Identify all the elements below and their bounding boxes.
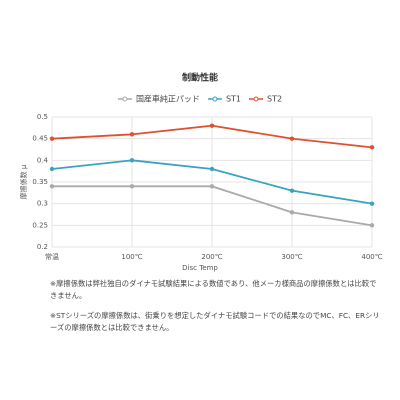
chart-title: 制動性能 xyxy=(182,72,218,84)
y-tick-label: 0.25 xyxy=(32,221,48,229)
point xyxy=(209,184,215,189)
x-tick-label: 200℃ xyxy=(201,253,222,261)
y-tick-label: 0.4 xyxy=(37,156,49,164)
legend-label: ST2 xyxy=(267,95,282,104)
y-tick-label: 0.2 xyxy=(37,243,48,251)
point xyxy=(289,188,295,193)
point xyxy=(129,158,135,163)
legend-marker xyxy=(122,96,128,102)
y-tick-label: 0.3 xyxy=(37,200,48,208)
point xyxy=(49,136,55,141)
legend-marker xyxy=(253,96,259,102)
x-axis-label: Disc Temp xyxy=(182,264,218,272)
point xyxy=(209,166,215,172)
point xyxy=(369,145,375,150)
x-tick-label: 100℃ xyxy=(121,253,142,261)
y-tick-label: 0.35 xyxy=(32,178,48,186)
point xyxy=(369,201,375,206)
x-tick-label: 300℃ xyxy=(281,253,302,261)
point xyxy=(289,210,295,215)
point xyxy=(49,184,55,189)
point xyxy=(129,132,135,137)
notes: ※摩擦係数は弊社独自のダイナモ試験結果による数値であり、他メーカ様商品の摩擦係数… xyxy=(50,278,380,342)
chart: 制動性能 Disc Temp 摩擦係数 μ 0.2 0.25 0.3 0.35 0.4 0… xyxy=(19,72,383,273)
point xyxy=(289,136,295,141)
point xyxy=(369,223,375,228)
point xyxy=(209,123,215,128)
legend-label: 国産車純正パッド xyxy=(136,94,200,104)
note: ※STシリーズの摩擦係数は、街乗りを想定したダイナモ試験コードでの結果なのでMC… xyxy=(50,311,380,332)
x-tick-label: 常温 xyxy=(45,252,59,261)
y-axis-label: 摩擦係数 μ xyxy=(19,164,28,199)
point xyxy=(49,166,55,172)
note: ※摩擦係数は弊社独自のダイナモ試験結果による数値であり、他メーカ様商品の摩擦係数… xyxy=(50,279,377,300)
legend-marker xyxy=(212,96,218,102)
y-tick-label: 0.45 xyxy=(32,135,48,143)
point xyxy=(129,184,135,189)
x-tick-label: 400℃ xyxy=(361,253,382,261)
y-tick-label: 0.5 xyxy=(37,113,48,121)
legend-label: ST1 xyxy=(226,95,241,104)
